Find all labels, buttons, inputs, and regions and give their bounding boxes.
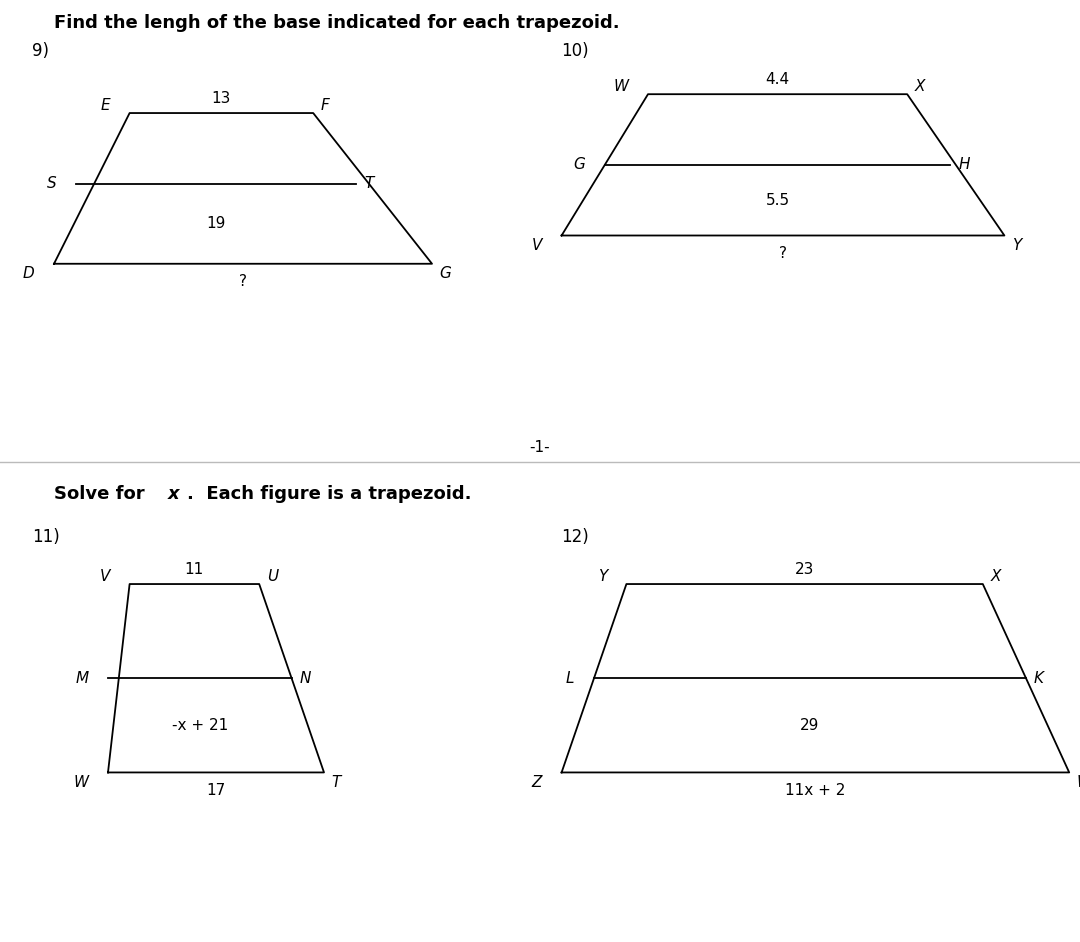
Text: M: M — [76, 671, 89, 686]
Text: 9): 9) — [32, 42, 50, 60]
Text: F: F — [321, 98, 329, 113]
Text: 29: 29 — [800, 718, 820, 733]
Text: W: W — [73, 775, 89, 790]
Text: 17: 17 — [206, 783, 226, 798]
Text: 19: 19 — [206, 217, 226, 231]
Text: T: T — [332, 775, 341, 790]
Text: -1-: -1- — [529, 440, 551, 455]
Text: 11x + 2: 11x + 2 — [785, 783, 846, 798]
Text: Find the lengh of the base indicated for each trapezoid.: Find the lengh of the base indicated for… — [54, 14, 620, 32]
Text: -x + 21: -x + 21 — [172, 718, 228, 733]
Text: U: U — [267, 569, 279, 584]
Text: Y: Y — [597, 569, 607, 584]
Text: W: W — [1077, 775, 1080, 790]
Text: x: x — [167, 485, 179, 503]
Text: 5.5: 5.5 — [766, 193, 789, 207]
Text: L: L — [566, 671, 575, 686]
Text: 11: 11 — [185, 562, 204, 577]
Text: G: G — [573, 157, 585, 172]
Text: Z: Z — [531, 775, 542, 790]
Text: H: H — [958, 157, 970, 172]
Text: 10): 10) — [562, 42, 590, 60]
Text: X: X — [990, 569, 1001, 584]
Text: V: V — [99, 569, 110, 584]
Text: K: K — [1034, 671, 1043, 686]
Text: V: V — [531, 238, 542, 253]
Text: G: G — [440, 267, 451, 282]
Text: Y: Y — [1012, 238, 1022, 253]
Text: T: T — [364, 176, 374, 191]
Text: ?: ? — [779, 246, 787, 261]
Text: N: N — [299, 671, 311, 686]
Text: X: X — [915, 79, 926, 94]
Text: 12): 12) — [562, 528, 590, 545]
Text: Solve for: Solve for — [54, 485, 151, 503]
Text: 23: 23 — [795, 562, 814, 577]
Text: W: W — [613, 79, 629, 94]
Text: ?: ? — [239, 274, 247, 289]
Text: D: D — [23, 267, 35, 282]
Text: 11): 11) — [32, 528, 60, 545]
Text: E: E — [100, 98, 110, 113]
Text: .  Each figure is a trapezoid.: . Each figure is a trapezoid. — [187, 485, 471, 503]
Text: S: S — [46, 176, 56, 191]
Text: 4.4: 4.4 — [766, 73, 789, 88]
Text: 13: 13 — [212, 91, 231, 106]
